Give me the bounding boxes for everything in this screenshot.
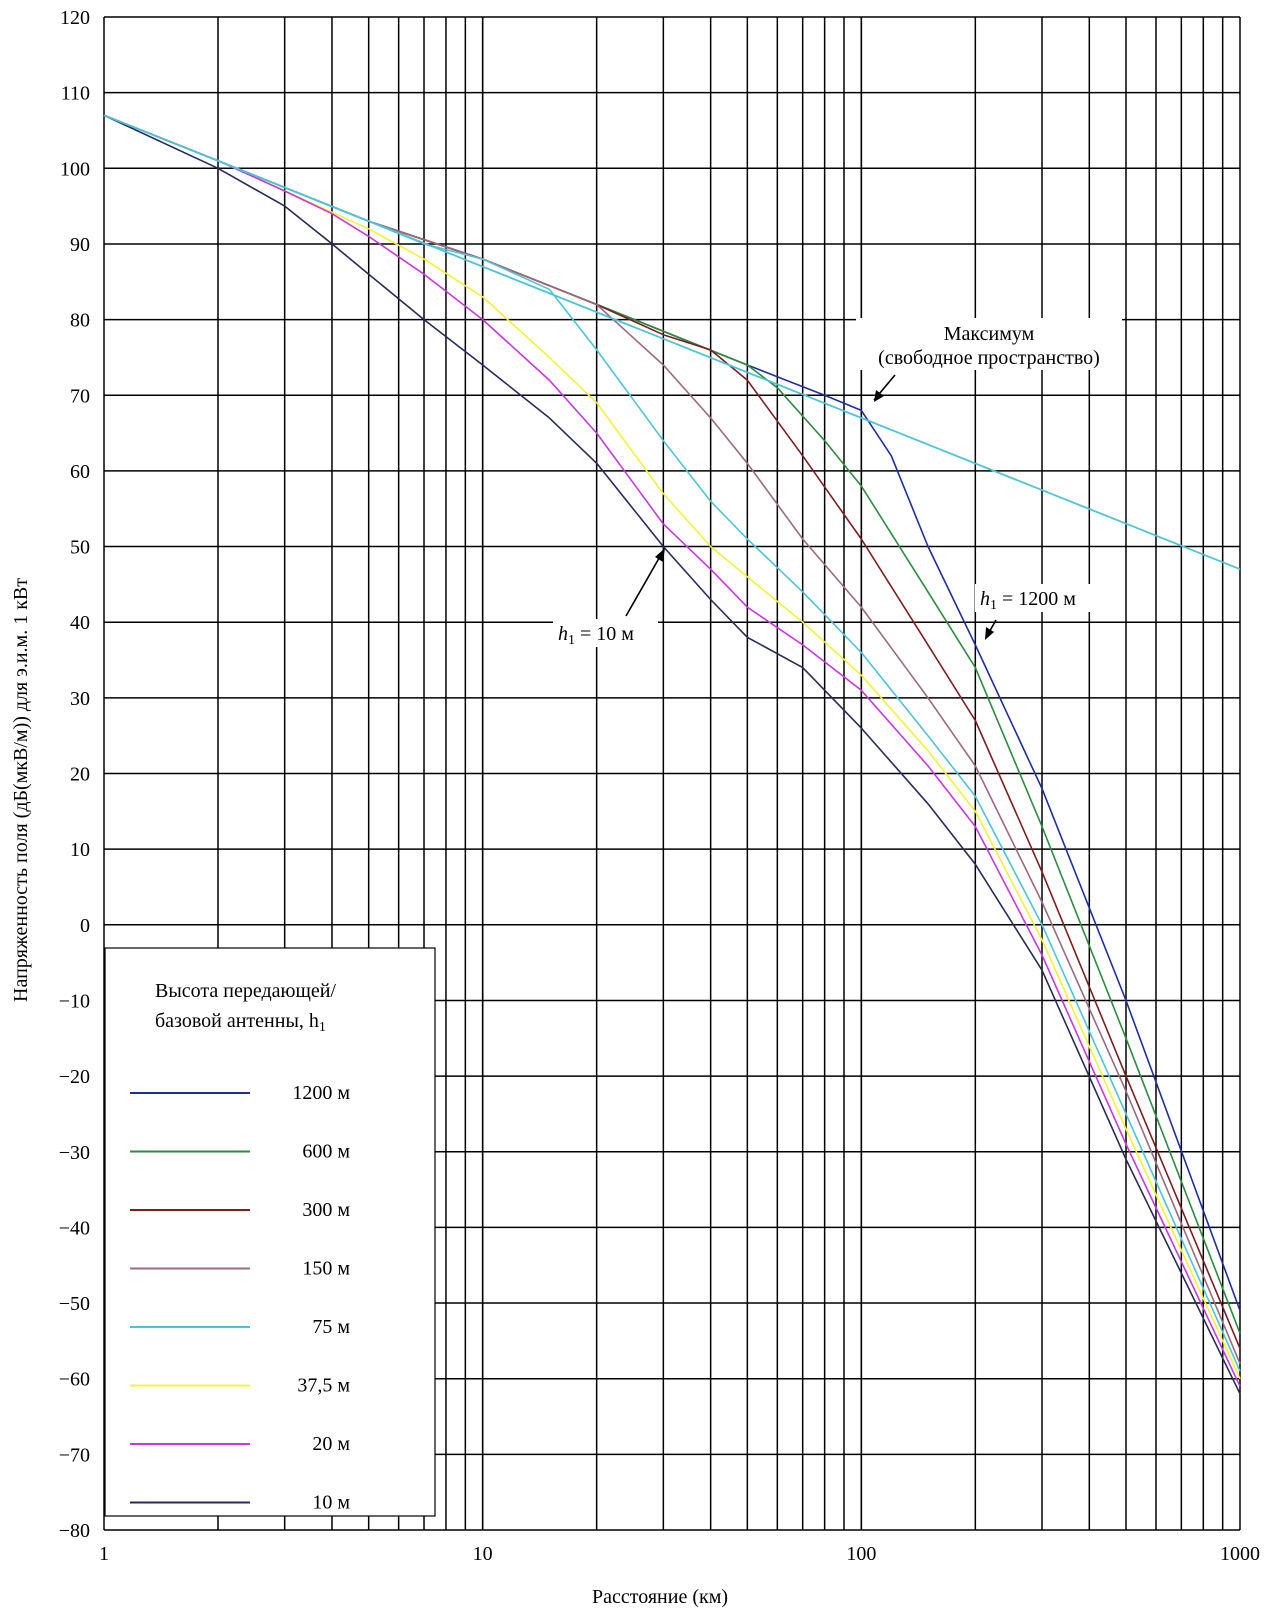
y-tick-label: −80: [59, 1520, 90, 1542]
y-tick-label: −70: [59, 1444, 90, 1466]
annotation-h1-10-arrow: [625, 552, 663, 617]
legend-label-6: 20 м: [312, 1433, 350, 1455]
annotation-h1-10-sub: 1: [568, 633, 575, 648]
y-tick-label: −30: [59, 1142, 90, 1164]
annotation-h1-1200-arrowhead: [985, 627, 994, 640]
x-tick-label: 1000: [1220, 1543, 1260, 1565]
x-axis-title: Расстояние (км): [592, 1586, 728, 1608]
y-tick-label: 70: [70, 385, 90, 407]
legend-label-4: 75 м: [312, 1316, 350, 1338]
annotation-free-space-arrowhead: [874, 390, 884, 402]
legend-title-line2: базовой антенны, h1: [155, 1010, 326, 1035]
legend-label-1: 600 м: [302, 1141, 350, 1163]
x-tick-label: 100: [846, 1543, 876, 1565]
legend-label-7: 10 м: [312, 1492, 350, 1514]
annotation-h1-10: h1 = 10 м: [553, 548, 665, 648]
legend-title-line1: Высота передающей/: [155, 980, 336, 1002]
x-tick-labels: 1 10 100 1000: [99, 1543, 1260, 1565]
annotation-h1-1200-value: = 1200 м: [997, 588, 1076, 610]
annotation-max-line1: Максимум: [944, 323, 1035, 345]
y-tick-label: 20: [70, 764, 90, 786]
annotation-h1-10-value: = 10 м: [575, 623, 634, 645]
annotation-free-space-background: [856, 318, 1122, 370]
annotation-h1-1200-var: h: [980, 588, 990, 610]
y-axis-title: Напряженность поля (дБ(мкВ/м)) для э.и.м…: [10, 578, 32, 1002]
y-tick-labels: 1201101009080706050403020100−10−20−30−40…: [59, 7, 90, 1542]
y-tick-label: 0: [80, 915, 90, 937]
x-tick-label: 10: [473, 1543, 493, 1565]
y-tick-label: 120: [60, 7, 90, 29]
legend-label-2: 300 м: [302, 1199, 350, 1221]
annotation-h1-1200-background: [975, 584, 1105, 612]
legend-title-text: базовой антенны, h: [155, 1010, 319, 1032]
annotation-free-space: Максимум (свободное пространство): [856, 318, 1122, 402]
annotation-h1-10-label: h1 = 10 м: [558, 623, 634, 648]
y-tick-label: 50: [70, 537, 90, 559]
y-tick-label: 40: [70, 612, 90, 634]
y-tick-label: −50: [59, 1293, 90, 1315]
y-tick-label: 10: [70, 839, 90, 861]
legend-entries: 1200 м 600 м 300 м 150 м 75 м 37,5 м 20 м 10 м: [130, 1082, 350, 1514]
y-tick-label: −10: [59, 990, 90, 1012]
annotation-h1-10-var: h: [558, 623, 568, 645]
y-tick-label: 110: [61, 83, 90, 105]
annotation-h1-1200: h1 = 1200 м: [975, 584, 1105, 640]
legend-label-5: 37,5 м: [297, 1375, 350, 1397]
y-tick-label: 60: [70, 461, 90, 483]
free-space-line: [103, 114, 1241, 571]
legend-title-sub: 1: [319, 1020, 326, 1035]
y-tick-label: −20: [59, 1066, 90, 1088]
legend-label-3: 150 м: [302, 1258, 350, 1280]
series-line-6: [103, 114, 1241, 1387]
annotation-max-line2: (свободное пространство): [878, 347, 1100, 369]
legend: Высота передающей/ базовой антенны, h1 1…: [104, 947, 436, 1517]
series-line-3: [103, 114, 1241, 1364]
annotation-h1-1200-sub: 1: [990, 598, 997, 613]
y-tick-label: 90: [70, 234, 90, 256]
annotation-h1-10-background: [553, 619, 658, 647]
y-tick-label: 100: [60, 158, 90, 180]
legend-box: [104, 947, 436, 1517]
legend-label-0: 1200 м: [292, 1082, 350, 1104]
x-tick-label: 1: [99, 1543, 109, 1565]
y-tick-label: −60: [59, 1369, 90, 1391]
series-line-7: [103, 114, 1241, 1395]
series-line-5: [103, 114, 1241, 1380]
y-tick-label: −40: [59, 1217, 90, 1239]
y-tick-label: 30: [70, 688, 90, 710]
annotation-h1-10-arrowhead: [655, 548, 665, 562]
annotation-h1-1200-label: h1 = 1200 м: [980, 588, 1076, 613]
y-tick-label: 80: [70, 310, 90, 332]
series-layer: [103, 114, 1241, 1395]
